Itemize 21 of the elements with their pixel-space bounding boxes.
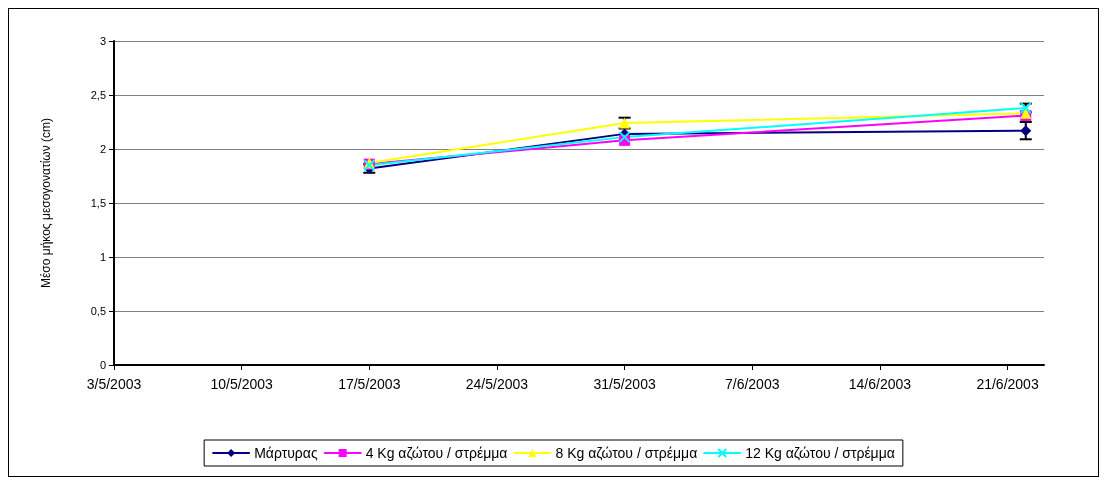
y-tick-label: 0 <box>99 359 106 371</box>
y-tick-label: 3 <box>99 35 106 47</box>
y-tick-label: 2,5 <box>90 89 106 101</box>
legend-label: 12 Kg αζώτου / στρέμμα <box>745 445 895 461</box>
x-tick-label: 31/5/2003 <box>593 376 656 392</box>
y-axis-title: Μέσο μήκος μεσογονατίων (cm) <box>39 117 53 289</box>
legend-label: 8 Kg αζώτου / στρέμμα <box>555 445 698 461</box>
y-tick-label: 0,5 <box>90 305 106 317</box>
y-tick-label: 1 <box>99 251 106 263</box>
legend-label: Μάρτυρας <box>254 445 318 461</box>
x-tick-label: 3/5/2003 <box>86 376 142 392</box>
y-tick-label: 1,5 <box>90 197 106 209</box>
x-tick-label: 7/6/2003 <box>724 376 780 392</box>
point <box>1020 125 1032 137</box>
legend-label: 4 Kg αζώτου / στρέμμα <box>365 445 508 461</box>
x-tick-label: 14/6/2003 <box>848 376 912 392</box>
x-tick-label: 24/5/2003 <box>465 376 529 392</box>
x-tick-label: 21/6/2003 <box>976 376 1039 392</box>
x-tick-label: 17/5/2003 <box>338 376 401 392</box>
y-tick-label: 2 <box>99 143 106 155</box>
x-tick-label: 10/5/2003 <box>210 376 273 392</box>
